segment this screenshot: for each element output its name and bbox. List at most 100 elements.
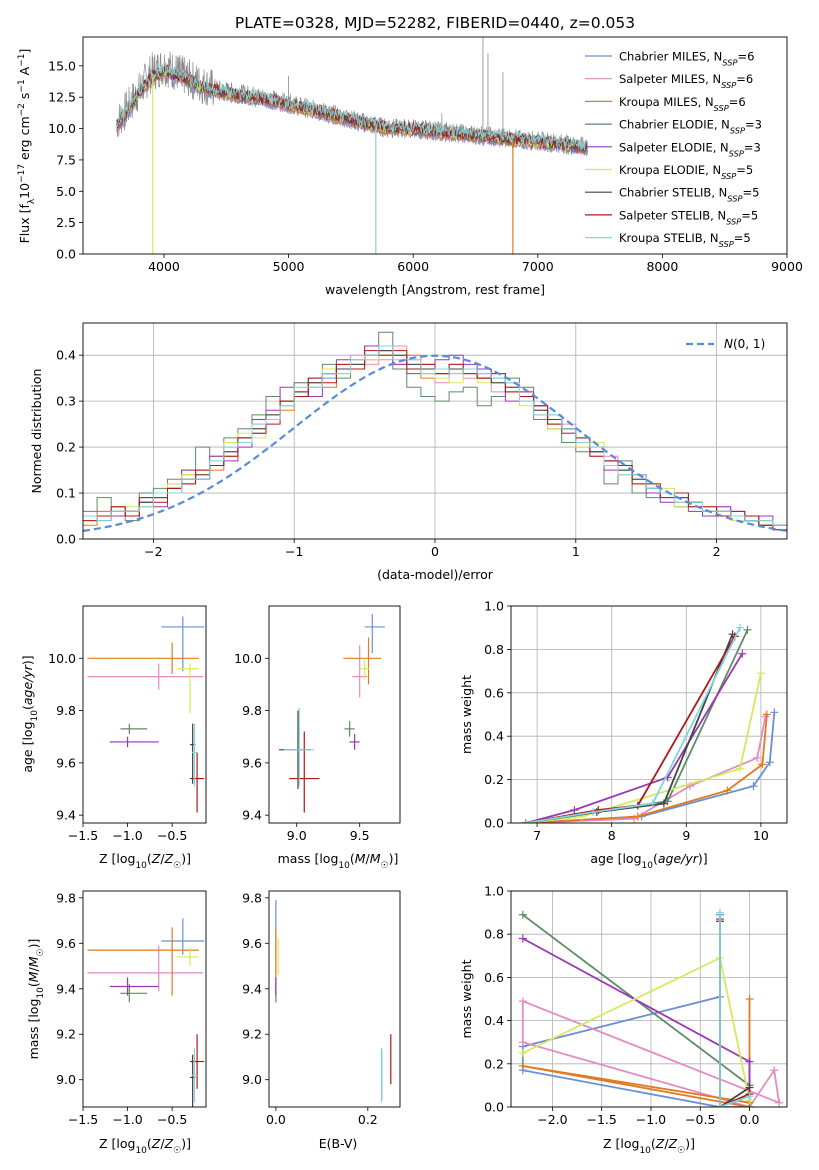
- y-tick-label: 9.8: [242, 890, 262, 905]
- y-axis-label: age [log10(age/yr)]: [20, 655, 40, 772]
- weight-series: [525, 627, 741, 823]
- chart-z_weight: −2.0 −1.5 −1.0 −0.5 0.0 0.0 0.2 0.4 0.6 0.8 1.0 mas…: [459, 884, 788, 1156]
- x-tick-label: 9000: [771, 259, 803, 274]
- x-tick-label: −1.0: [636, 1112, 666, 1127]
- plot-area: [116, 37, 588, 254]
- gaussian-curve: [83, 354, 787, 532]
- legend-entry: Kroupa ELODIE, NSSP=5: [619, 163, 753, 181]
- x-axis-label: mass [log10(M/M☉)]: [278, 851, 399, 871]
- weight-marker: [570, 805, 579, 814]
- y-tick-label: 0.2: [484, 1056, 504, 1071]
- weight-marker: [715, 908, 724, 917]
- y-tick-label: 12.5: [48, 90, 76, 105]
- weight-marker: [633, 812, 642, 821]
- y-tick-label: 0.0: [484, 816, 504, 831]
- x-tick-label: 0: [431, 544, 439, 559]
- y-tick-label: 9.0: [242, 1072, 262, 1087]
- y-tick-label: 0.8: [484, 642, 504, 657]
- y-tick-label: 0.8: [484, 927, 504, 942]
- x-tick-label: −1.5: [587, 1112, 617, 1127]
- y-tick-label: 0.6: [484, 685, 504, 700]
- x-tick-label: −2: [144, 544, 162, 559]
- x-axis-label: Z [log10(Z/Z☉)]: [99, 851, 191, 871]
- weight-series: [719, 912, 750, 1107]
- x-tick-label: 10: [753, 828, 769, 843]
- weight-marker: [518, 1061, 527, 1070]
- chart-z_age: −1.5 −1.0 −0.5 9.4 9.6 9.8 10.0 Z [log10(Z/Z☉)]…: [20, 605, 207, 871]
- y-tick-label: 1.0: [484, 599, 504, 614]
- axes-frame: [82, 605, 207, 824]
- y-tick-label: 1.0: [484, 884, 504, 899]
- y-tick-label: 9.4: [56, 981, 76, 996]
- x-tick-label: −0.5: [685, 1112, 715, 1127]
- y-tick-label: 9.6: [56, 936, 76, 951]
- x-tick-label: 5000: [273, 259, 305, 274]
- weight-marker: [736, 764, 745, 773]
- y-tick-label: 0.1: [56, 486, 76, 501]
- x-tick-label: 4000: [148, 259, 180, 274]
- x-tick-label: −1.5: [68, 1112, 98, 1127]
- x-tick-label: −1.5: [68, 828, 98, 843]
- weight-marker: [659, 799, 668, 808]
- y-tick-label: 0.6: [484, 970, 504, 985]
- weight-marker: [765, 758, 774, 767]
- chart-ebv_mass: 0.0 0.2 9.0 9.2 9.4 9.6 9.8 E(B-V): [242, 890, 401, 1151]
- y-tick-label: 0.2: [484, 772, 504, 787]
- y-tick-label: 9.6: [56, 755, 76, 770]
- weight-series: [522, 999, 751, 1107]
- plot-area: [279, 613, 385, 813]
- axes-frame: [82, 36, 788, 255]
- x-tick-label: −2.0: [537, 1112, 567, 1127]
- x-tick-label: −0.5: [157, 1112, 187, 1127]
- chart-z_mass: −1.5 −1.0 −0.5 9.0 9.2 9.4 9.6 9.8 Z [log10(Z/Z☉…: [26, 890, 207, 1156]
- y-axis-label: mass [log10(M/M☉)]: [26, 939, 46, 1060]
- weight-marker: [594, 805, 603, 814]
- y-tick-label: 9.4: [242, 808, 262, 823]
- weight-marker: [518, 934, 527, 943]
- y-axis-label: Normed distribution: [29, 369, 44, 494]
- y-axis-label: mass weight: [459, 675, 474, 754]
- x-tick-label: 9.0: [287, 828, 307, 843]
- y-tick-label: 9.2: [56, 1027, 76, 1042]
- y-tick-label: 10.0: [48, 121, 76, 136]
- y-tick-label: 9.6: [242, 936, 262, 951]
- y-tick-label: 0.0: [56, 532, 76, 547]
- x-tick-label: 9: [682, 828, 690, 843]
- weight-marker: [715, 1103, 724, 1107]
- weight-series: [525, 673, 762, 823]
- x-tick-label: 7: [533, 828, 541, 843]
- y-tick-label: 7.5: [56, 152, 76, 167]
- legend-entry: Chabrier STELIB, NSSP=5: [619, 186, 759, 204]
- x-tick-label: 6000: [397, 259, 429, 274]
- chart-spectrum: 4000 5000 6000 7000 8000 9000 0.0 2.5 5.0 7.5 10.0…: [17, 36, 803, 297]
- legend-entry: Salpeter ELODIE, NSSP=3: [619, 140, 761, 158]
- x-tick-label: 1: [572, 544, 580, 559]
- legend-entry: Kroupa STELIB, NSSP=5: [619, 231, 751, 249]
- weight-marker: [648, 799, 657, 808]
- weight-marker: [770, 1066, 779, 1075]
- chart-histogram: −2 −1 0 1 2 0.0 0.1 0.2 0.3 0.4 (data-model)/error…: [29, 322, 788, 582]
- y-tick-label: 9.8: [56, 890, 76, 905]
- x-axis-label: Z [log10(Z/Z☉)]: [603, 1136, 695, 1156]
- weight-marker: [762, 710, 771, 719]
- weight-marker: [736, 623, 745, 632]
- y-tick-label: 2.5: [56, 215, 76, 230]
- x-tick-label: 9.5: [350, 828, 370, 843]
- x-tick-label: 8: [608, 828, 616, 843]
- plot-area: [87, 918, 205, 1107]
- legend: Chabrier MILES, NSSP=6 Salpeter MILES, NS…: [585, 50, 762, 249]
- y-tick-label: 0.0: [56, 247, 76, 262]
- x-tick-label: 7000: [522, 259, 554, 274]
- axes-frame: [268, 890, 401, 1108]
- x-axis-label: age [log10(age/yr)]: [590, 851, 707, 871]
- weight-series: [521, 999, 780, 1107]
- y-tick-label: 9.8: [56, 703, 76, 718]
- legend-entry: Kroupa MILES, NSSP=6: [619, 95, 746, 113]
- x-tick-label: 0.2: [358, 1112, 378, 1127]
- y-axis-label: Flux [fλ10−17 erg cm−2 s−1 A−1]: [17, 49, 37, 244]
- y-tick-label: 9.8: [242, 703, 262, 718]
- weight-marker: [589, 808, 598, 817]
- x-tick-label: −1.0: [112, 1112, 142, 1127]
- y-tick-label: 0.4: [484, 729, 504, 744]
- weight-marker: [749, 782, 758, 791]
